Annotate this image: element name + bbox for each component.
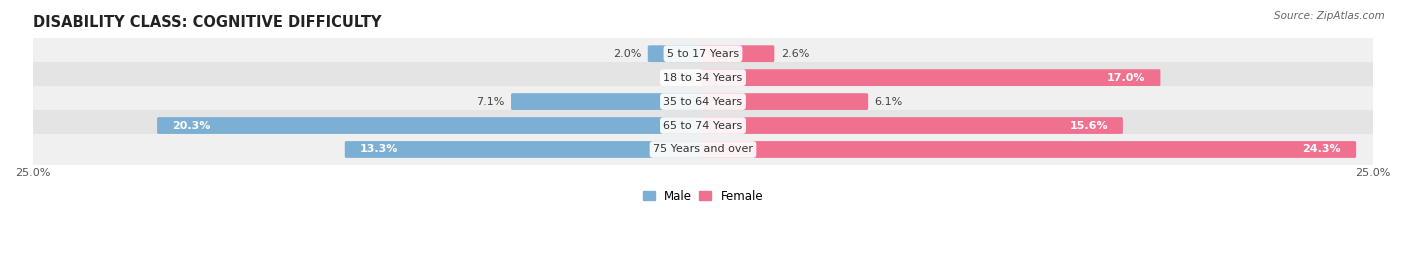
FancyBboxPatch shape — [702, 45, 775, 62]
FancyBboxPatch shape — [702, 69, 1160, 86]
FancyBboxPatch shape — [157, 117, 704, 134]
Text: 75 Years and over: 75 Years and over — [652, 144, 754, 154]
Text: 18 to 34 Years: 18 to 34 Years — [664, 73, 742, 83]
Legend: Male, Female: Male, Female — [638, 185, 768, 207]
Text: 20.3%: 20.3% — [172, 121, 211, 130]
FancyBboxPatch shape — [28, 86, 1378, 117]
FancyBboxPatch shape — [344, 141, 704, 158]
FancyBboxPatch shape — [510, 93, 704, 110]
FancyBboxPatch shape — [28, 110, 1378, 141]
FancyBboxPatch shape — [28, 62, 1378, 93]
Text: 2.6%: 2.6% — [780, 49, 808, 59]
FancyBboxPatch shape — [702, 141, 1357, 158]
Text: Source: ZipAtlas.com: Source: ZipAtlas.com — [1274, 11, 1385, 21]
Text: 2.0%: 2.0% — [613, 49, 641, 59]
Text: 0.0%: 0.0% — [666, 73, 695, 83]
Text: 35 to 64 Years: 35 to 64 Years — [664, 97, 742, 107]
Text: 6.1%: 6.1% — [875, 97, 903, 107]
Text: 13.3%: 13.3% — [360, 144, 398, 154]
FancyBboxPatch shape — [702, 93, 868, 110]
FancyBboxPatch shape — [28, 38, 1378, 69]
Text: 24.3%: 24.3% — [1302, 144, 1341, 154]
FancyBboxPatch shape — [648, 45, 704, 62]
FancyBboxPatch shape — [28, 134, 1378, 165]
Text: 5 to 17 Years: 5 to 17 Years — [666, 49, 740, 59]
Text: 17.0%: 17.0% — [1107, 73, 1146, 83]
Text: 65 to 74 Years: 65 to 74 Years — [664, 121, 742, 130]
Text: 15.6%: 15.6% — [1069, 121, 1108, 130]
Text: DISABILITY CLASS: COGNITIVE DIFFICULTY: DISABILITY CLASS: COGNITIVE DIFFICULTY — [32, 15, 381, 30]
FancyBboxPatch shape — [702, 117, 1123, 134]
Text: 7.1%: 7.1% — [477, 97, 505, 107]
